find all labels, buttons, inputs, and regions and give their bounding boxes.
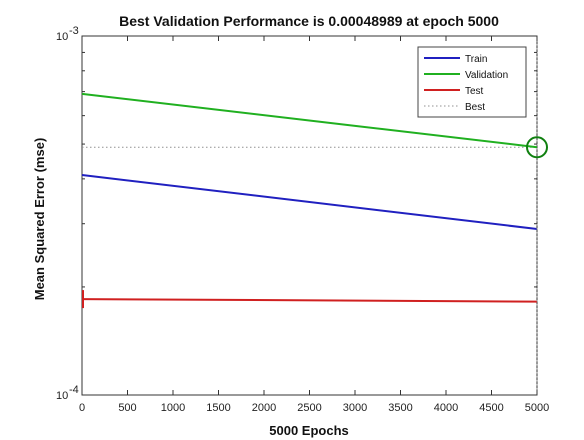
series-line-train: [81, 174, 538, 230]
x-tick-label: 1000: [161, 402, 185, 414]
y-axis-label: Mean Squared Error (mse): [32, 138, 47, 301]
series-line-validation: [81, 92, 538, 149]
x-tick-label: 3000: [343, 402, 367, 414]
x-tick-label: 2500: [297, 402, 321, 414]
legend-label-best: Best: [465, 102, 485, 113]
x-tick-label: 4000: [434, 402, 458, 414]
x-tick-label: 3500: [388, 402, 412, 414]
y-tick-exponent: -3: [69, 25, 79, 37]
legend: Train Validation Test Best: [417, 46, 527, 118]
x-tick-label: 500: [118, 402, 136, 414]
x-tick-label: 2000: [252, 402, 276, 414]
best-point-marker: [526, 136, 548, 159]
series-line-test: [81, 298, 538, 303]
legend-label-test: Test: [465, 86, 484, 97]
y-tick-label: 10: [56, 390, 68, 402]
legend-label-validation: Validation: [465, 70, 508, 81]
y-tick-label: 10: [56, 31, 68, 43]
x-tick-label: 0: [79, 402, 85, 414]
axis-ticks: 0 500 1000 1500 2000 2500 3000 3500 4000 4500 5000…: [56, 25, 549, 414]
chart-title: Best Validation Performance is 0.0004898…: [119, 13, 499, 29]
x-axis-label: 5000 Epochs: [269, 423, 349, 438]
x-tick-label: 4500: [479, 402, 503, 414]
y-tick-exponent: -4: [69, 384, 79, 396]
legend-label-train: Train: [465, 54, 487, 65]
x-tick-label: 1500: [206, 402, 230, 414]
x-tick-label: 5000: [525, 402, 549, 414]
